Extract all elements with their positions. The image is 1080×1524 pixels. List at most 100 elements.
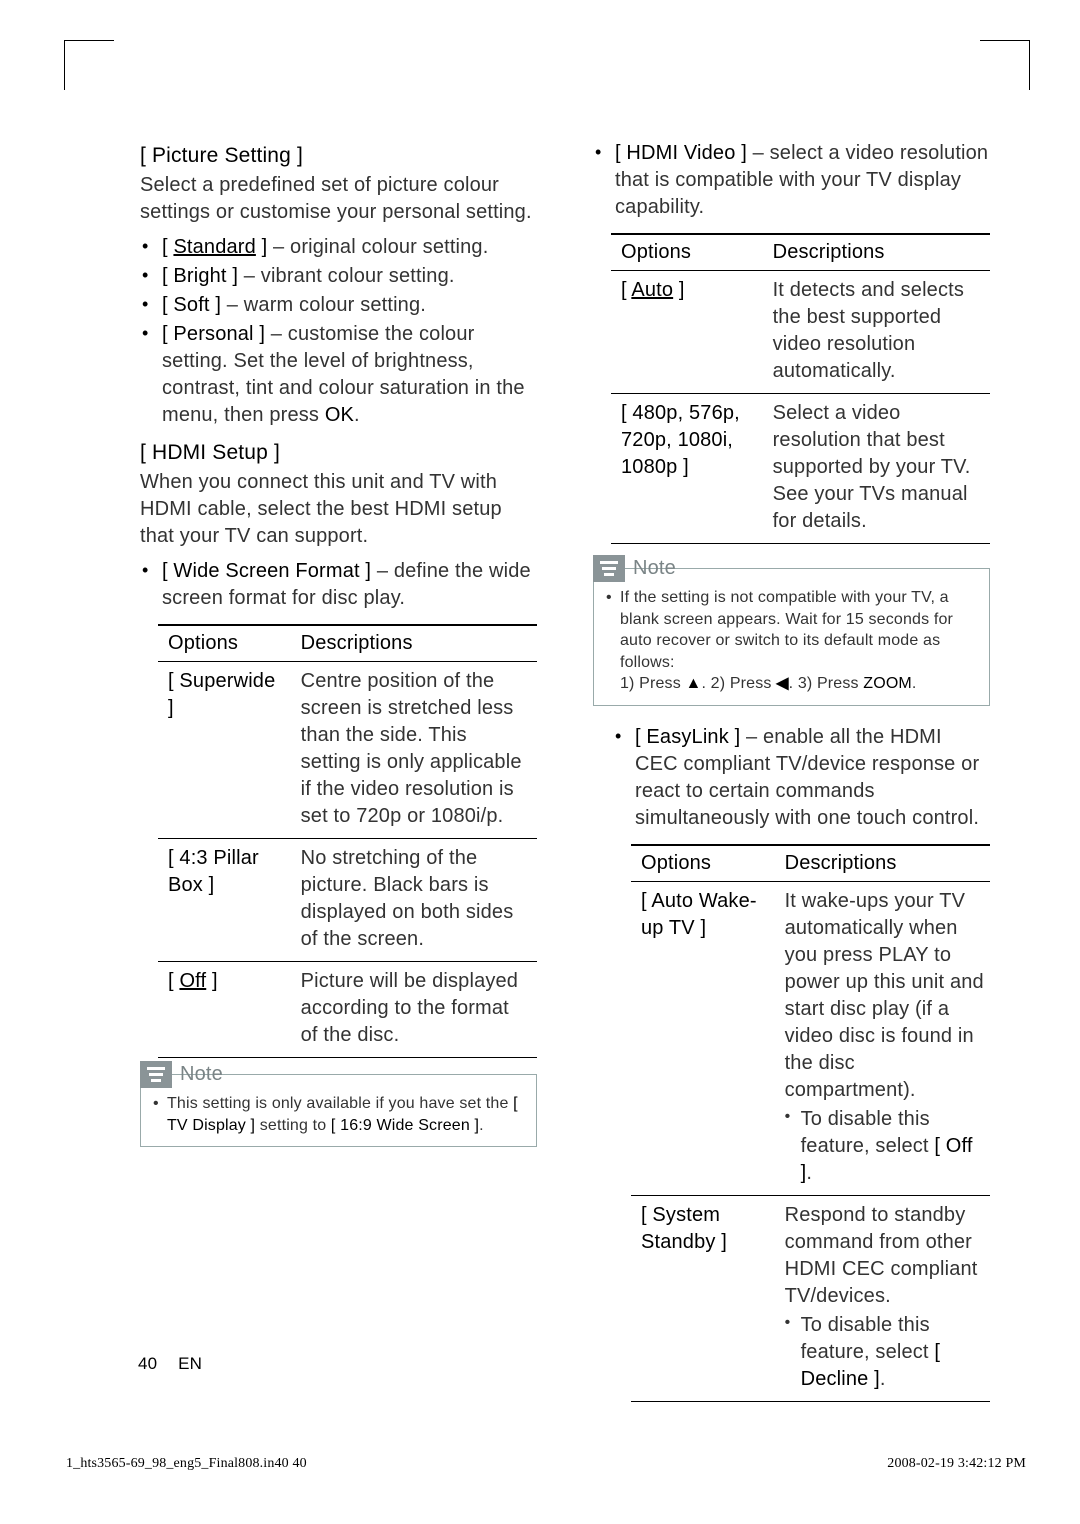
col-options: Options <box>158 625 291 662</box>
table-row: [ Superwide ] Centre position of the scr… <box>158 662 537 839</box>
table-header-row: Options Descriptions <box>631 845 990 882</box>
easylink-list: [ EasyLink ] – enable all the HDMI CEC c… <box>613 724 990 832</box>
easylink-table: Options Descriptions [ Auto Wake-up TV ]… <box>631 844 990 1402</box>
list-item: [ Wide Screen Format ] – define the wide… <box>162 558 537 612</box>
wide-screen-list: [ Wide Screen Format ] – define the wide… <box>140 558 537 612</box>
note-text: This setting is only available if you ha… <box>153 1093 524 1136</box>
note-box: Note If the setting is not compatible wi… <box>593 568 990 706</box>
lang-label: EN <box>178 1354 202 1373</box>
opt-prefix: [ <box>621 279 631 301</box>
opt-underline: Off <box>179 970 206 992</box>
opt-cell: [ Auto ] <box>611 271 763 394</box>
desc-text: It wake-ups your TV automatically when y… <box>785 890 984 1101</box>
page-content: [ Picture Setting ] Select a predefined … <box>0 0 1080 1410</box>
desc-cell: Picture will be displayed according to t… <box>291 962 537 1058</box>
opt-cell: [ 4:3 Pillar Box ] <box>158 839 291 962</box>
sub-text: To disable this feature, select <box>801 1108 935 1157</box>
list-item: [ Soft ] – warm colour setting. <box>162 292 537 319</box>
left-arrow-icon: ◀ <box>776 675 788 692</box>
item-tail: . <box>354 404 360 426</box>
desc-cell: No stretching of the picture. Black bars… <box>291 839 537 962</box>
item-desc: – warm colour setting. <box>221 294 426 316</box>
opt-prefix: [ <box>168 970 179 992</box>
right-column: [ HDMI Video ] – select a video resoluti… <box>593 140 990 1410</box>
hdmi-video-label: [ HDMI Video ] <box>615 142 747 164</box>
col-descriptions: Descriptions <box>291 625 537 662</box>
note-part: . <box>912 675 917 692</box>
table-row: [ Off ] Picture will be displayed accord… <box>158 962 537 1058</box>
list-item: [ Personal ] – customise the colour sett… <box>162 321 537 429</box>
col-options: Options <box>631 845 775 882</box>
sub-text: . <box>806 1162 812 1184</box>
desc-cell: It detects and selects the best supporte… <box>763 271 990 394</box>
table-header-row: Options Descriptions <box>611 234 990 271</box>
desc-text: Respond to standby command from other HD… <box>785 1204 978 1307</box>
table-row: [ Auto ] It detects and selects the best… <box>611 271 990 394</box>
table-row: [ System Standby ] Respond to standby co… <box>631 1195 990 1401</box>
hdmi-video-table: Options Descriptions [ Auto ] It detects… <box>611 233 990 544</box>
note-text: If the setting is not compatible with yo… <box>606 587 977 695</box>
crop-mark-top-left <box>64 40 114 90</box>
item-label: [ Soft ] <box>162 294 221 316</box>
col-options: Options <box>611 234 763 271</box>
wide-screen-table: Options Descriptions [ Superwide ] Centr… <box>158 624 537 1058</box>
note-part: . 3) Press <box>789 675 864 692</box>
list-item: [ HDMI Video ] – select a video resoluti… <box>615 140 990 221</box>
col-descriptions: Descriptions <box>775 845 990 882</box>
note-part: . <box>479 1117 484 1134</box>
table-row: [ 480p, 576p, 720p, 1080i, 1080p ] Selec… <box>611 394 990 544</box>
note-tag: Note <box>140 1061 223 1088</box>
note-bold: [ 16:9 Wide Screen ] <box>331 1117 479 1134</box>
note-part: setting to <box>255 1117 331 1134</box>
eject-icon: ▲ <box>685 675 701 692</box>
wide-label: [ Wide Screen Format ] <box>162 560 371 582</box>
list-item: [ EasyLink ] – enable all the HDMI CEC c… <box>635 724 990 832</box>
opt-cell: [ Auto Wake-up TV ] <box>631 881 775 1195</box>
opt-cell: [ Off ] <box>158 962 291 1058</box>
hdmi-video-list: [ HDMI Video ] – select a video resoluti… <box>593 140 990 221</box>
zoom-label: ZOOM <box>863 675 912 692</box>
desc-cell: Select a video resolution that best supp… <box>763 394 990 544</box>
note-icon <box>140 1061 172 1088</box>
sub-text: To disable this feature, select <box>801 1314 935 1363</box>
hdmi-setup-heading: [ HDMI Setup ] <box>140 441 537 465</box>
note-line1: If the setting is not compatible with yo… <box>620 589 953 671</box>
desc-cell: It wake-ups your TV automatically when y… <box>775 881 990 1195</box>
easylink-label: [ EasyLink ] <box>635 726 740 748</box>
crop-mark-top-right <box>980 40 1030 90</box>
list-item: [ Bright ] – vibrant colour setting. <box>162 263 537 290</box>
picture-setting-heading: [ Picture Setting ] <box>140 144 537 168</box>
picture-setting-list: [ Standard ] – original colour setting. … <box>140 234 537 429</box>
desc-cell: Centre position of the screen is stretch… <box>291 662 537 839</box>
footer-page: 40 EN <box>138 1354 202 1374</box>
note-tag: Note <box>593 555 676 582</box>
item-label: [ Personal ] <box>162 323 265 345</box>
note-box: Note This setting is only available if y… <box>140 1074 537 1147</box>
list-item: [ Standard ] – original colour setting. <box>162 234 537 261</box>
sub-item: To disable this feature, select [ Declin… <box>801 1312 984 1393</box>
picture-setting-intro: Select a predefined set of picture colou… <box>140 172 537 226</box>
opt-cell: [ 480p, 576p, 720p, 1080i, 1080p ] <box>611 394 763 544</box>
opt-suffix: ] <box>673 279 684 301</box>
note-icon <box>593 555 625 582</box>
sub-text: . <box>880 1368 886 1390</box>
hdmi-setup-intro: When you connect this unit and TV with H… <box>140 469 537 550</box>
col-descriptions: Descriptions <box>763 234 990 271</box>
footer-timestamp: 2008-02-19 3:42:12 PM <box>887 1456 1026 1472</box>
item-desc: – vibrant colour setting. <box>238 265 455 287</box>
note-part: This setting is only available if you ha… <box>167 1095 513 1112</box>
table-header-row: Options Descriptions <box>158 625 537 662</box>
opt-cell: [ Superwide ] <box>158 662 291 839</box>
table-row: [ 4:3 Pillar Box ] No stretching of the … <box>158 839 537 962</box>
item-desc: – original colour setting. <box>267 236 488 258</box>
footer-file: 1_hts3565-69_98_eng5_Final808.in40 40 <box>66 1456 307 1472</box>
left-column: [ Picture Setting ] Select a predefined … <box>140 140 537 1410</box>
table-row: [ Auto Wake-up TV ] It wake-ups your TV … <box>631 881 990 1195</box>
ok-label: OK <box>325 404 354 426</box>
note-label: Note <box>633 557 676 580</box>
sub-item: To disable this feature, select [ Off ]. <box>801 1106 984 1187</box>
note-part: 1) Press <box>620 675 685 692</box>
page-number: 40 <box>138 1354 157 1373</box>
opt-underline: Auto <box>631 279 673 301</box>
opt-cell: [ System Standby ] <box>631 1195 775 1401</box>
